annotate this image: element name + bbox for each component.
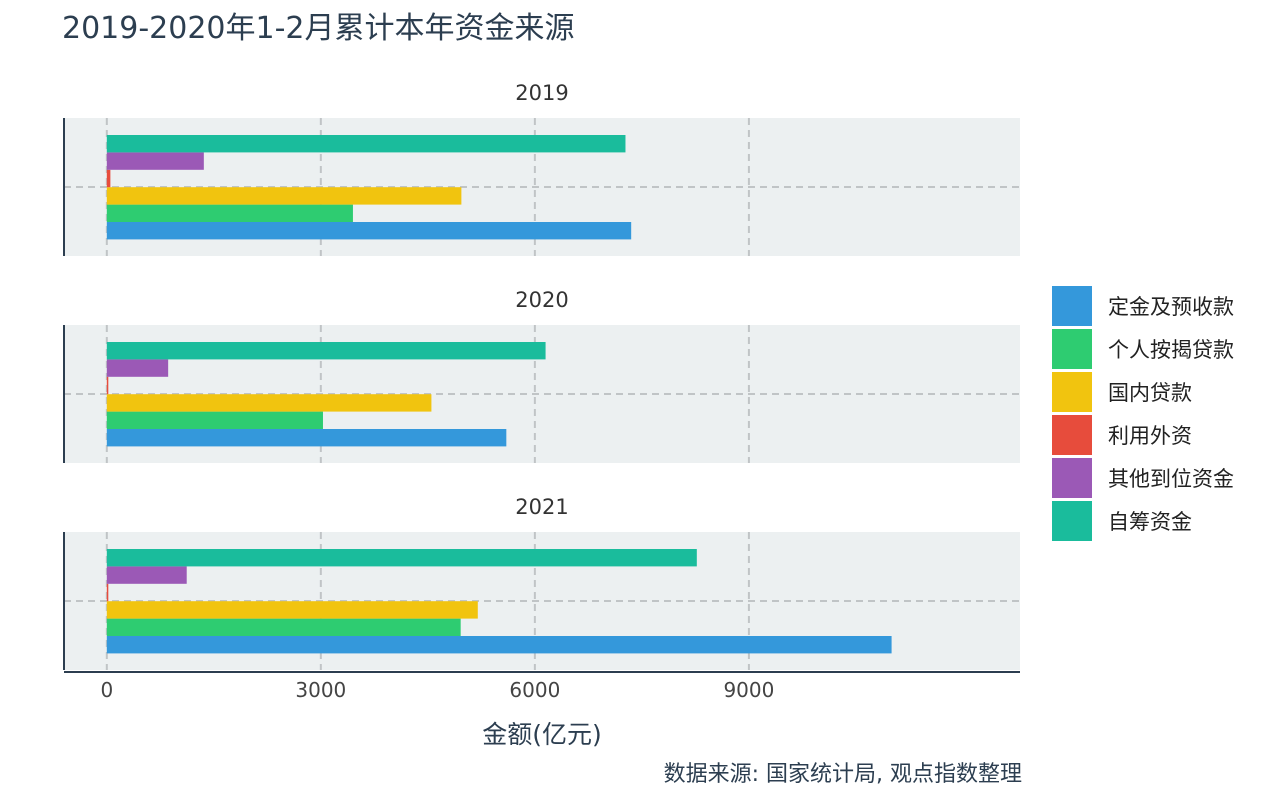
x-tick-label: 3000 xyxy=(295,678,346,702)
panel-2019: 2019 xyxy=(63,81,1020,256)
legend-label: 个人按揭贷款 xyxy=(1108,338,1234,362)
legend-item: 定金及预收款 xyxy=(1052,286,1234,326)
bar-个人按揭贷款-2020 xyxy=(106,411,323,429)
bar-定金及预收款-2019 xyxy=(106,222,632,240)
bar-利用外资-2020 xyxy=(106,376,109,395)
panel-label: 2021 xyxy=(515,495,568,519)
bar-利用外资-2019 xyxy=(106,169,111,188)
legend-swatch xyxy=(1052,329,1092,369)
legend-label: 其他到位资金 xyxy=(1108,467,1234,491)
legend-item: 自筹资金 xyxy=(1052,501,1192,541)
chart-title: 2019-2020年1-2月累计本年资金来源 xyxy=(62,11,575,46)
legend-label: 自筹资金 xyxy=(1108,510,1192,534)
bar-其他到位资金-2021 xyxy=(106,566,187,584)
legend-item: 国内贷款 xyxy=(1052,372,1192,412)
x-tick-label: 9000 xyxy=(723,678,774,702)
panel-2020: 2020 xyxy=(63,288,1020,463)
bar-定金及预收款-2020 xyxy=(106,429,507,447)
legend-swatch xyxy=(1052,286,1092,326)
x-tick-label: 0 xyxy=(100,678,113,702)
legend-swatch xyxy=(1052,458,1092,498)
bar-定金及预收款-2021 xyxy=(106,636,892,654)
legend-item: 个人按揭贷款 xyxy=(1052,329,1234,369)
bar-国内贷款-2019 xyxy=(106,187,462,205)
legend-swatch xyxy=(1052,415,1092,455)
bar-其他到位资金-2020 xyxy=(106,359,169,377)
legend-item: 其他到位资金 xyxy=(1052,458,1234,498)
legend-swatch xyxy=(1052,501,1092,541)
bar-国内贷款-2021 xyxy=(106,601,478,619)
legend-label: 利用外资 xyxy=(1108,424,1192,448)
x-axis: 0 3000 6000 9000 xyxy=(64,671,1020,702)
bar-个人按揭贷款-2021 xyxy=(106,618,461,636)
legend-label: 国内贷款 xyxy=(1108,381,1192,405)
bar-利用外资-2021 xyxy=(106,583,109,602)
caption: 数据来源: 国家统计局, 观点指数整理 xyxy=(664,762,1022,787)
bar-个人按揭贷款-2019 xyxy=(106,204,353,222)
panel-2021: 2021 xyxy=(63,495,1020,670)
bar-自筹资金-2020 xyxy=(106,342,546,360)
legend-label: 定金及预收款 xyxy=(1108,295,1234,319)
panel-label: 2020 xyxy=(515,288,568,312)
x-axis-title: 金额(亿元) xyxy=(482,720,602,749)
bar-国内贷款-2020 xyxy=(106,394,432,412)
panels: 2019 2020 2021 xyxy=(63,81,1020,670)
bar-自筹资金-2021 xyxy=(106,549,697,567)
legend-swatch xyxy=(1052,372,1092,412)
panel-label: 2019 xyxy=(515,81,568,105)
legend-item: 利用外资 xyxy=(1052,415,1192,455)
x-tick-label: 6000 xyxy=(509,678,560,702)
bar-自筹资金-2019 xyxy=(106,135,626,153)
bar-其他到位资金-2019 xyxy=(106,152,204,170)
